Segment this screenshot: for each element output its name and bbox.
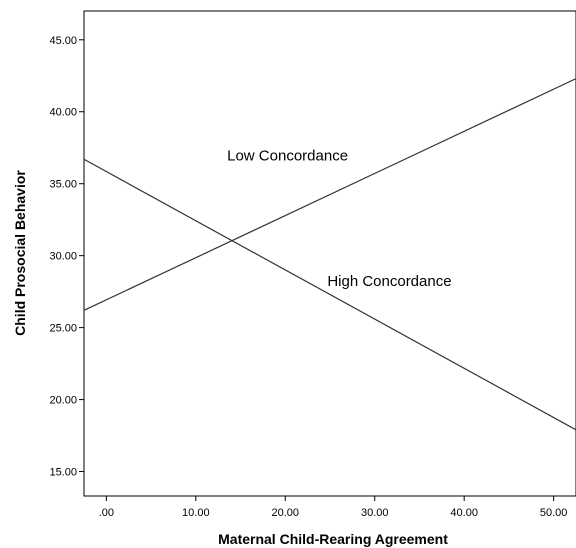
y-tick-label: 45.00: [49, 35, 77, 47]
y-axis-title: Child Prosocial Behavior: [12, 170, 28, 336]
x-tick-label: 10.00: [182, 507, 210, 519]
y-axis: 15.00 20.00 25.00 30.00 35.00 40.00 45.00: [49, 35, 84, 479]
y-tick-label: 35.00: [49, 179, 77, 191]
x-axis-title: Maternal Child-Rearing Agreement: [218, 531, 448, 547]
x-tick-label: 50.00: [540, 507, 568, 519]
y-tick-label: 30.00: [49, 251, 77, 263]
plot-area: [84, 11, 576, 496]
series-label: High Concordance: [327, 273, 451, 290]
x-tick-label: .00: [99, 507, 114, 519]
y-tick-label: 25.00: [49, 323, 77, 335]
y-tick-label: 20.00: [49, 395, 77, 407]
y-tick-label: 15.00: [49, 467, 77, 479]
x-tick-label: 30.00: [361, 507, 389, 519]
x-tick-label: 40.00: [450, 507, 478, 519]
x-tick-label: 20.00: [272, 507, 300, 519]
x-axis: .00 10.00 20.00 30.00 40.00 50.00: [99, 496, 568, 519]
y-tick-label: 40.00: [49, 107, 77, 119]
series-label: Low Concordance: [227, 148, 348, 165]
